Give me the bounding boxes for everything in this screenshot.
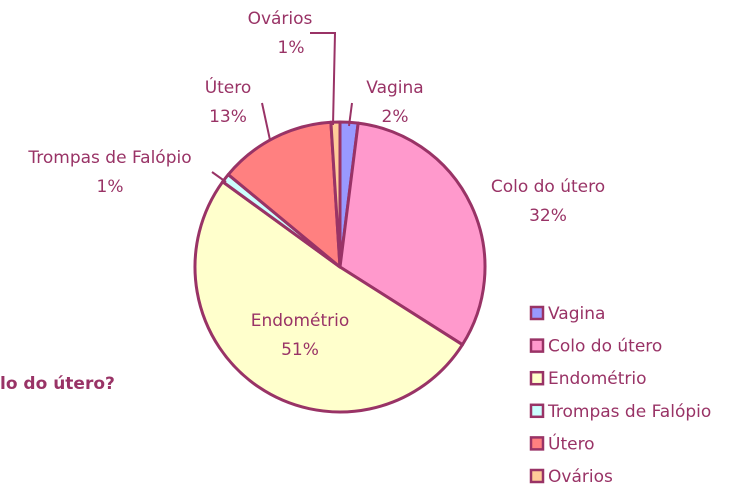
legend-swatch (529, 436, 545, 451)
legend-swatch (529, 468, 545, 484)
slice-value: 51% (281, 340, 319, 360)
leader-line (348, 102, 353, 127)
leader-line (211, 171, 227, 183)
legend-label: Colo do útero (548, 337, 662, 357)
slice-label: Útero (205, 76, 252, 98)
legend-swatch (529, 403, 545, 419)
slice-value: 32% (529, 206, 567, 226)
legend-swatch (529, 338, 545, 353)
annotation: lo do útero? (0, 374, 115, 394)
legend-swatch (529, 305, 545, 321)
slice-value: 1% (278, 38, 305, 58)
slice-label: Ovários (248, 9, 313, 29)
slice-label: Vagina (366, 78, 423, 98)
pie-slice (329, 120, 342, 269)
leader-line (310, 32, 337, 126)
legend-label: Vagina (548, 304, 605, 324)
pie-slice (226, 120, 342, 269)
slice-value: 1% (97, 177, 124, 197)
slice-label: Colo do útero (491, 177, 605, 197)
pie-slice (193, 180, 464, 414)
legend-label: Útero (548, 432, 595, 454)
slice-value: 13% (209, 107, 247, 127)
legend-label: Endométrio (548, 369, 647, 389)
slice-label: Trompas de Falópio (27, 148, 191, 168)
slice-value: 2% (382, 107, 409, 127)
leader-line (261, 102, 271, 141)
legend-label: Trompas de Falópio (547, 402, 711, 422)
slice-label: Endométrio (251, 311, 350, 331)
legend-label: Ovários (548, 467, 613, 487)
legend-swatch (529, 370, 545, 386)
